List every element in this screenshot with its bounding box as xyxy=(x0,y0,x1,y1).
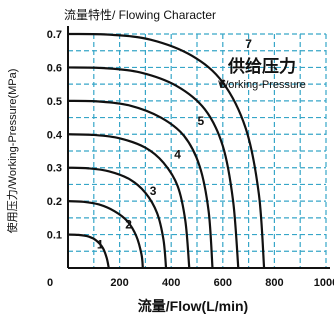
y-tick-label: 0.4 xyxy=(47,129,63,141)
y-tick-label: 0.6 xyxy=(47,62,62,74)
x-tick-label: 1000 xyxy=(314,277,334,289)
y-tick-label: 0.2 xyxy=(47,196,62,208)
y-tick-label: 0.5 xyxy=(47,96,62,108)
curve-label-1: 1 xyxy=(97,238,104,252)
pressure-curve-6 xyxy=(67,66,240,269)
pressure-curve-3 xyxy=(67,166,168,269)
x-tick-label: 800 xyxy=(265,277,283,289)
y-axis-label: 使用压力/Working-Pressure(MPa) xyxy=(6,69,19,234)
pressure-curve-1 xyxy=(67,233,110,269)
pressure-curve-7 xyxy=(67,32,266,269)
curve-label-3: 3 xyxy=(150,184,157,198)
x-tick-label: 200 xyxy=(110,277,128,289)
x-tick-label: 600 xyxy=(214,277,232,289)
curve-label-2: 2 xyxy=(125,218,132,232)
curve-label-4: 4 xyxy=(174,147,181,161)
y-tick-label: 0.1 xyxy=(47,230,62,242)
curve-label-7: 7 xyxy=(245,37,252,51)
pressure-curve-4 xyxy=(67,133,191,269)
pressure-curve-5 xyxy=(67,99,214,269)
supply-pressure-label-en: Working-Pressure xyxy=(218,79,306,91)
supply-pressure-label-cn: 供给压力 xyxy=(227,56,296,76)
y-tick-label: 0.7 xyxy=(47,29,62,41)
x-tick-label: 0 xyxy=(47,277,53,289)
curve-label-5: 5 xyxy=(198,114,205,128)
y-tick-label: 0.3 xyxy=(47,163,62,175)
x-axis-label: 流量/Flow(L/min) xyxy=(138,298,248,314)
x-tick-label: 400 xyxy=(162,277,180,289)
chart-title: 流量特性/ Flowing Character xyxy=(64,8,217,22)
pressure-curve-2 xyxy=(67,200,144,269)
